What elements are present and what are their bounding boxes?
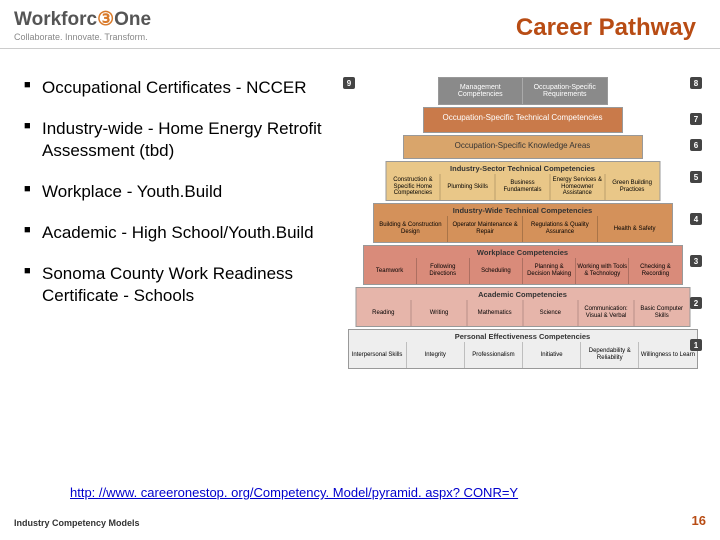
tier-cell: Science bbox=[523, 300, 579, 326]
tier-cell: Professionalism bbox=[465, 342, 523, 368]
tier-number: 8 bbox=[690, 77, 702, 89]
tier-cells: Teamwork Following Directions Scheduling… bbox=[364, 258, 682, 284]
tier-1: Personal Effectiveness Competencies Inte… bbox=[348, 329, 698, 369]
tier-6: Occupation-Specific Knowledge Areas bbox=[403, 135, 643, 159]
tier-cell: Planning & Decision Making bbox=[523, 258, 576, 284]
tier-label: Occupation-Specific Knowledge Areas bbox=[404, 136, 642, 155]
tier-cell: Operator Maintenance & Repair bbox=[448, 216, 523, 242]
tier-label: Academic Competencies bbox=[356, 288, 689, 300]
tier-cell: Occupation-Specific Requirements bbox=[523, 78, 607, 104]
tier-2: Academic Competencies Reading Writing Ma… bbox=[355, 287, 690, 327]
tier-cell: Plumbing Skills bbox=[441, 174, 496, 200]
tier-cell: Dependability & Reliability bbox=[581, 342, 639, 368]
tier-cell: Willingness to Learn bbox=[639, 342, 696, 368]
tier-cell: Interpersonal Skills bbox=[349, 342, 407, 368]
bullet-item: Industry-wide - Home Energy Retrofit Ass… bbox=[24, 118, 335, 161]
tier-number: 1 bbox=[690, 339, 702, 351]
tier-label: Industry-Sector Technical Competencies bbox=[386, 162, 659, 174]
tier-cell: Construction & Specific Home Competencie… bbox=[386, 174, 441, 200]
tier-cell: Energy Services & Homeowner Assistance bbox=[550, 174, 605, 200]
tier-cell: Health & Safety bbox=[598, 216, 672, 242]
bullet-item: Sonoma County Work Readiness Certificate… bbox=[24, 263, 335, 306]
tier-9-8: Management Competencies Occupation-Speci… bbox=[438, 77, 608, 105]
tier-3: Workplace Competencies Teamwork Followin… bbox=[363, 245, 683, 285]
tier-cell: Communication: Visual & Verbal bbox=[579, 300, 635, 326]
tier-cell: Basic Computer Skills bbox=[634, 300, 689, 326]
footer-label: Industry Competency Models bbox=[14, 518, 140, 528]
tier-cell: Scheduling bbox=[470, 258, 523, 284]
tier-label: Workplace Competencies bbox=[364, 246, 682, 258]
logo-end: One bbox=[114, 9, 151, 30]
tier-cells: Reading Writing Mathematics Science Comm… bbox=[356, 300, 689, 326]
tier-cells: Construction & Specific Home Competencie… bbox=[386, 174, 659, 200]
tier-cell: Checking & Recording bbox=[629, 258, 681, 284]
logo: Workforc③One bbox=[14, 8, 151, 31]
tagline: Collaborate. Innovate. Transform. bbox=[14, 32, 151, 42]
tier-cell: Green Building Practices bbox=[605, 174, 659, 200]
tier-number: 6 bbox=[690, 139, 702, 151]
tier-number: 2 bbox=[690, 297, 702, 309]
tier-label: Industry-Wide Technical Competencies bbox=[374, 204, 672, 216]
tier-number: 9 bbox=[343, 77, 355, 89]
content: Occupational Certificates - NCCER Indust… bbox=[0, 49, 720, 447]
tier-cell: Initiative bbox=[523, 342, 581, 368]
tier-7: Occupation-Specific Technical Competenci… bbox=[423, 107, 623, 133]
tier-number: 5 bbox=[690, 171, 702, 183]
tier-cell: Regulations & Quality Assurance bbox=[523, 216, 598, 242]
tier-4: Industry-Wide Technical Competencies Bui… bbox=[373, 203, 673, 243]
tier-cell: Building & Construction Design bbox=[374, 216, 449, 242]
tier-number: 3 bbox=[690, 255, 702, 267]
tier-cell: Reading bbox=[356, 300, 412, 326]
tier-label: Personal Effectiveness Competencies bbox=[349, 330, 697, 342]
tier-cell: Writing bbox=[412, 300, 468, 326]
tier-cell: Mathematics bbox=[467, 300, 523, 326]
tier-number: 4 bbox=[690, 213, 702, 225]
header: Workforc③One Collaborate. Innovate. Tran… bbox=[0, 0, 720, 42]
tier-cells: Building & Construction Design Operator … bbox=[374, 216, 672, 242]
bullet-item: Academic - High School/Youth.Build bbox=[24, 222, 335, 243]
tier-cell: Management Competencies bbox=[439, 78, 524, 104]
tier-label: Occupation-Specific Technical Competenci… bbox=[424, 108, 622, 127]
logo-accent: ③ bbox=[97, 9, 114, 30]
tier-5: Industry-Sector Technical Competencies C… bbox=[385, 161, 660, 201]
logo-block: Workforc③One Collaborate. Innovate. Tran… bbox=[14, 8, 151, 42]
bullet-item: Occupational Certificates - NCCER bbox=[24, 77, 335, 98]
tier-cell: Following Directions bbox=[417, 258, 470, 284]
bullet-list: Occupational Certificates - NCCER Indust… bbox=[10, 77, 335, 447]
tier-cell: Working with Tools & Technology bbox=[576, 258, 629, 284]
tier-cell: Business Fundamentals bbox=[496, 174, 551, 200]
page-number: 16 bbox=[692, 513, 706, 528]
tier-cell: Teamwork bbox=[364, 258, 417, 284]
tier-cells: Interpersonal Skills Integrity Professio… bbox=[349, 342, 697, 368]
tier-cell: Integrity bbox=[407, 342, 465, 368]
source-link[interactable]: http: //www. careeronestop. org/Competen… bbox=[70, 485, 518, 500]
tier-number: 7 bbox=[690, 113, 702, 125]
logo-main: Workforc bbox=[14, 9, 97, 30]
bullet-item: Workplace - Youth.Build bbox=[24, 181, 335, 202]
slide-title: Career Pathway bbox=[516, 8, 706, 42]
competency-pyramid: Management Competencies Occupation-Speci… bbox=[335, 77, 710, 447]
